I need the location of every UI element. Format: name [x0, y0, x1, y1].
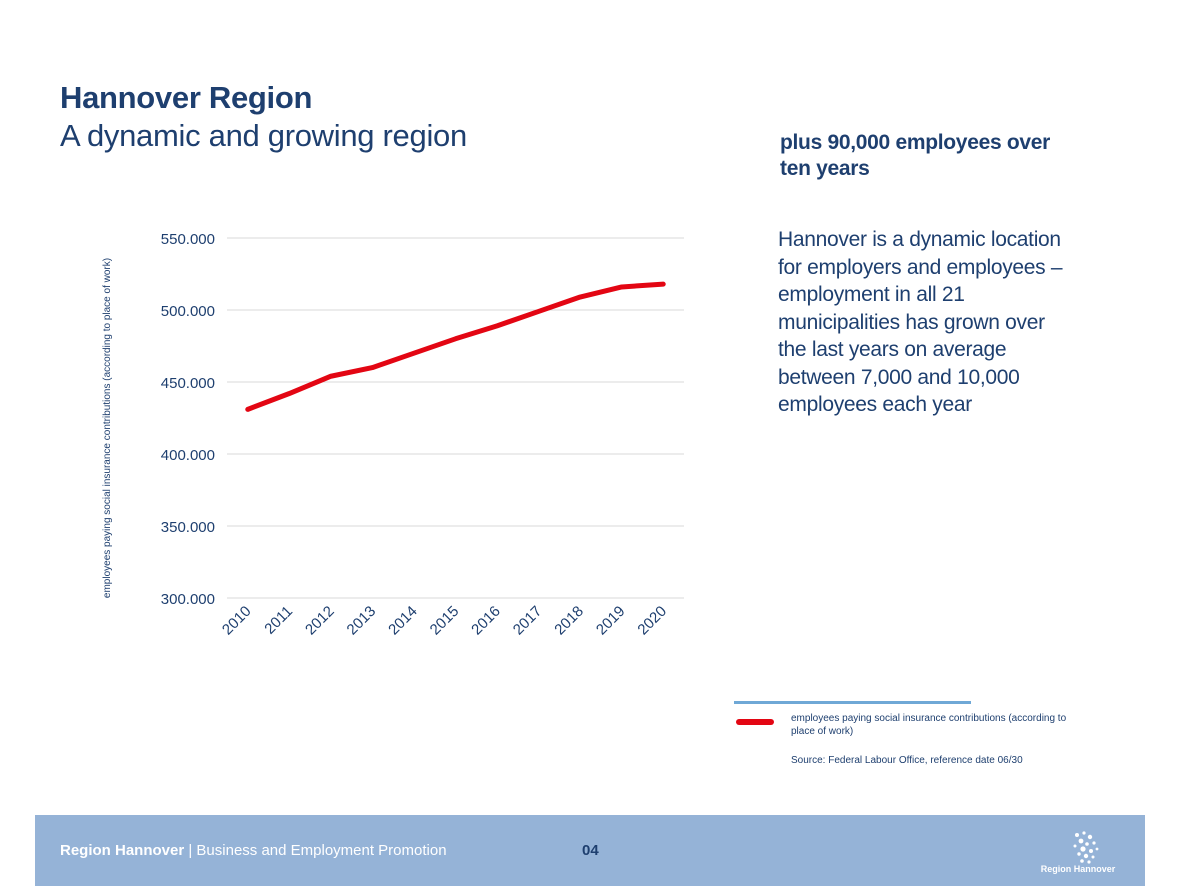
page-subtitle: A dynamic and growing region — [60, 118, 467, 153]
region-hannover-logo-icon — [1073, 831, 1099, 864]
series-line — [245, 281, 666, 412]
legend-swatch — [736, 719, 774, 725]
page-title: Hannover Region — [60, 80, 313, 115]
x-tick-label: 2012 — [302, 603, 338, 639]
body-text: Hannover is a dynamic location for emplo… — [778, 228, 1063, 416]
y-tick-label: 400.000 — [161, 447, 215, 464]
x-tick-label: 2018 — [551, 603, 587, 639]
x-tick-label: 2010 — [219, 603, 255, 639]
headline: plus 90,000 employees over ten years — [780, 131, 1051, 180]
source-note: Source: Federal Labour Office, reference… — [791, 755, 1023, 766]
legend-rule — [734, 701, 971, 704]
x-tick-label: 2016 — [468, 603, 504, 639]
page-number: 04 — [582, 842, 599, 859]
x-tick-label: 2013 — [344, 603, 380, 639]
y-tick-label: 350.000 — [161, 519, 215, 536]
x-tick-label: 2011 — [261, 603, 296, 638]
footer-brand: Region Hannover — [60, 842, 185, 859]
y-tick-label: 300.000 — [161, 591, 215, 608]
x-tick-label: 2017 — [510, 603, 546, 639]
x-tick-label: 2020 — [634, 603, 670, 639]
y-tick-label: 550.000 — [161, 231, 215, 248]
y-tick-label: 500.000 — [161, 303, 215, 320]
footer-department: Business and Employment Promotion — [196, 842, 447, 859]
footer-text: Region Hannover | Business and Employmen… — [60, 842, 447, 859]
footer-bar: Region Hannover | Business and Employmen… — [35, 815, 1145, 886]
legend-label: employees paying social insurance contri… — [791, 713, 1067, 737]
y-axis-label: employees paying social insurance contri… — [102, 258, 113, 598]
x-tick-label: 2014 — [385, 603, 421, 639]
logo-text: Region Hannover — [1040, 864, 1116, 874]
x-tick-label: 2015 — [427, 603, 463, 639]
employment-line-chart: 550.000 500.000 450.000 400.000 350.000 300.0… — [102, 231, 684, 639]
footer-separator: | — [184, 842, 197, 859]
x-tick-label: 2019 — [593, 603, 629, 639]
y-tick-label: 450.000 — [161, 375, 215, 392]
